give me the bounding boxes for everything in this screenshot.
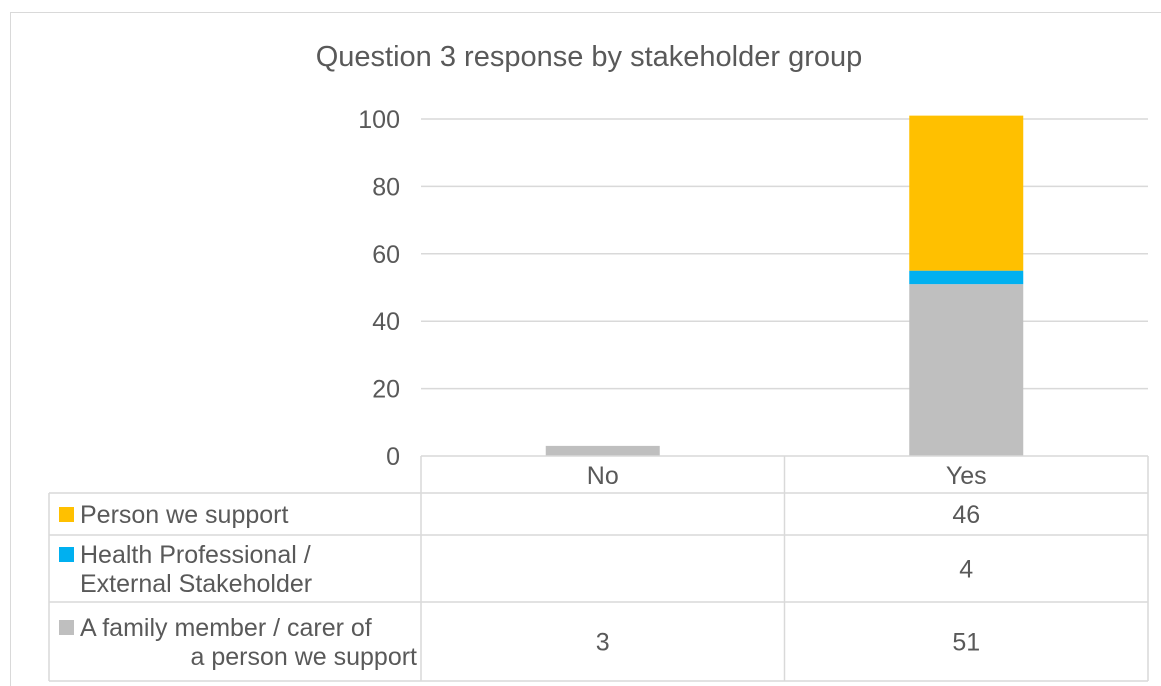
data-cell-value: 46 bbox=[952, 501, 980, 529]
bars bbox=[545, 115, 1024, 456]
legend-label: Person we support bbox=[80, 501, 289, 529]
gridlines bbox=[421, 118, 1148, 390]
category-label: Yes bbox=[946, 462, 987, 490]
legend-label: External Stakeholder bbox=[80, 570, 312, 598]
legend-label: Health Professional / bbox=[80, 541, 311, 569]
chart-frame bbox=[10, 12, 1161, 686]
y-tick-label: 80 bbox=[372, 173, 400, 201]
bar-segment bbox=[909, 284, 1024, 456]
y-tick-label: 0 bbox=[386, 443, 400, 471]
y-tick-label: 20 bbox=[372, 376, 400, 404]
legend-key bbox=[59, 620, 74, 635]
legend-label: A family member / carer of bbox=[80, 614, 372, 642]
data-table: No Yes Person we support 46 Health Professio… bbox=[48, 455, 1149, 682]
category-label: No bbox=[587, 462, 619, 490]
bar-segment bbox=[909, 270, 1024, 285]
legend-label: a person we support bbox=[190, 643, 417, 671]
data-cell-value: 51 bbox=[952, 629, 980, 657]
bar-segment bbox=[545, 445, 660, 456]
data-cell-value: 3 bbox=[596, 629, 610, 657]
y-tick-label: 60 bbox=[372, 241, 400, 269]
y-axis-ticks: 0 20 40 60 80 100 bbox=[358, 106, 400, 471]
y-tick-label: 100 bbox=[358, 106, 400, 134]
legend-key bbox=[59, 547, 74, 562]
data-cell-value: 4 bbox=[959, 556, 973, 584]
legend-key bbox=[59, 507, 74, 522]
y-tick-label: 40 bbox=[372, 308, 400, 336]
chart-title: Question 3 response by stakeholder group bbox=[316, 41, 863, 73]
bar-segment bbox=[909, 115, 1024, 271]
